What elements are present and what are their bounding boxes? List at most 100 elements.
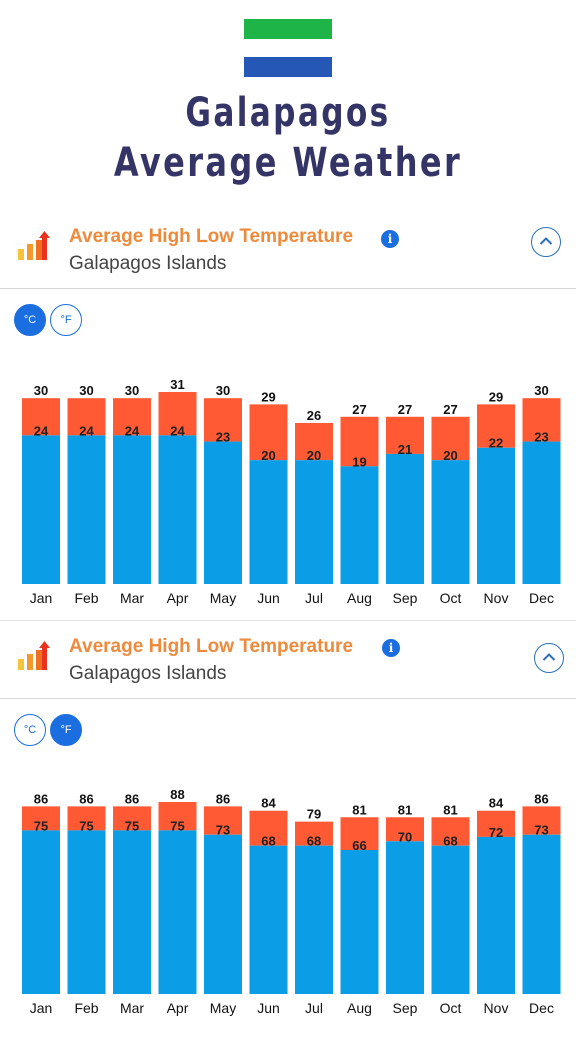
chevron-up-icon — [542, 653, 556, 661]
high-temp-label: 27 — [352, 402, 366, 417]
month-tick-label: Nov — [484, 590, 509, 606]
month-tick-label: Dec — [529, 1000, 554, 1016]
high-temp-bar — [249, 404, 288, 461]
low-temp-label: 19 — [352, 454, 366, 469]
low-temp-bar — [295, 845, 333, 994]
month-tick-label: Jun — [257, 1000, 280, 1016]
high-temp-label: 30 — [534, 383, 548, 398]
low-temp-bar — [249, 460, 288, 584]
low-temp-bar — [158, 435, 197, 584]
high-temp-label: 79 — [307, 807, 321, 822]
month-tick-label: Feb — [74, 590, 98, 606]
low-temp-bar — [522, 441, 561, 584]
high-temp-bar — [431, 416, 470, 461]
month-tick-label: Sep — [393, 590, 418, 606]
month-tick-label: May — [210, 590, 236, 606]
high-temp-bar — [340, 817, 379, 850]
high-temp-bar — [386, 416, 424, 454]
low-temp-bar — [477, 836, 515, 994]
month-tick-label: Nov — [484, 1000, 509, 1016]
low-temp-label: 22 — [489, 436, 503, 451]
month-tick-label: Sep — [393, 1000, 418, 1016]
low-temp-label: 75 — [125, 818, 139, 833]
month-tick-label: Mar — [120, 590, 144, 606]
low-temp-bar — [22, 435, 60, 584]
month-tick-label: Oct — [440, 590, 462, 606]
low-temp-label: 68 — [443, 834, 457, 849]
high-temp-label: 26 — [307, 408, 321, 423]
high-temp-label: 86 — [34, 791, 48, 806]
low-temp-label: 21 — [398, 442, 412, 457]
fahrenheit-toggle[interactable]: °F — [50, 714, 82, 746]
low-temp-bar — [113, 435, 151, 584]
high-temp-label: 27 — [398, 402, 412, 417]
month-tick-label: Dec — [529, 590, 554, 606]
month-tick-label: Feb — [74, 1000, 98, 1016]
high-temp-label: 30 — [216, 383, 230, 398]
low-temp-label: 23 — [534, 430, 548, 445]
high-temp-bar — [22, 398, 60, 436]
month-tick-label: Mar — [120, 1000, 144, 1016]
low-temp-label: 70 — [398, 829, 412, 844]
high-temp-label: 29 — [261, 389, 275, 404]
chevron-up-icon — [539, 237, 553, 245]
high-temp-label: 30 — [79, 383, 93, 398]
high-temp-bar — [477, 404, 515, 448]
low-temp-label: 68 — [261, 834, 275, 849]
info-icon[interactable]: i — [382, 639, 400, 657]
high-temp-label: 86 — [216, 791, 230, 806]
collapse-button[interactable] — [534, 643, 564, 673]
high-temp-bar — [22, 806, 60, 831]
low-temp-bar — [386, 453, 424, 584]
low-temp-label: 20 — [261, 448, 275, 463]
low-temp-label: 20 — [307, 448, 321, 463]
month-tick-label: Jul — [305, 1000, 323, 1016]
low-temp-label: 75 — [34, 818, 48, 833]
month-tick-label: Oct — [440, 1000, 462, 1016]
fahrenheit-toggle[interactable]: °F — [50, 304, 82, 336]
high-temp-label: 86 — [125, 791, 139, 806]
high-temp-bar — [204, 398, 242, 442]
temperature-bar-chart-fahrenheit: 86 75 Jan 86 75 Feb 86 75 Mar 88 75 Apr 86 73 May 84 68 J… — [22, 787, 561, 1016]
low-temp-bar — [340, 850, 379, 994]
low-temp-bar — [431, 845, 470, 994]
month-tick-label: May — [210, 1000, 236, 1016]
month-tick-label: Jan — [30, 590, 53, 606]
low-temp-bar — [431, 460, 470, 584]
high-temp-label: 84 — [489, 796, 504, 811]
low-temp-bar — [67, 435, 106, 584]
high-temp-bar — [113, 806, 151, 831]
high-temp-label: 86 — [79, 791, 93, 806]
low-temp-label: 20 — [443, 448, 457, 463]
high-temp-label: 31 — [170, 377, 184, 392]
month-tick-label: Aug — [347, 1000, 372, 1016]
high-temp-bar — [522, 806, 561, 835]
high-temp-bar — [340, 416, 379, 467]
high-temp-bar — [477, 810, 515, 837]
low-temp-bar — [158, 830, 197, 994]
celsius-toggle[interactable]: °C — [14, 304, 46, 336]
low-temp-bar — [522, 834, 561, 994]
temperature-section-fahrenheit: Average High Low Temperature Galapagos I… — [0, 620, 576, 1024]
low-temp-label: 24 — [34, 423, 49, 438]
month-tick-label: Jan — [30, 1000, 53, 1016]
info-icon[interactable]: i — [381, 230, 399, 248]
low-temp-label: 75 — [79, 818, 93, 833]
month-tick-label: Apr — [167, 590, 189, 606]
high-temp-label: 88 — [170, 787, 184, 802]
low-temp-label: 73 — [534, 823, 548, 838]
low-temp-bar — [340, 466, 379, 584]
page-title-line-1: Galapagos — [185, 90, 391, 136]
month-tick-label: Apr — [167, 1000, 189, 1016]
collapse-button[interactable] — [531, 227, 561, 257]
high-temp-label: 84 — [261, 796, 276, 811]
low-temp-label: 75 — [170, 818, 184, 833]
high-temp-label: 30 — [125, 383, 139, 398]
low-temp-bar — [204, 441, 242, 584]
high-temp-bar — [204, 806, 242, 835]
celsius-toggle[interactable]: °C — [14, 714, 46, 746]
high-temp-bar — [158, 392, 197, 436]
high-temp-bar — [522, 398, 561, 442]
high-temp-label: 29 — [489, 389, 503, 404]
low-temp-bar — [67, 830, 106, 994]
